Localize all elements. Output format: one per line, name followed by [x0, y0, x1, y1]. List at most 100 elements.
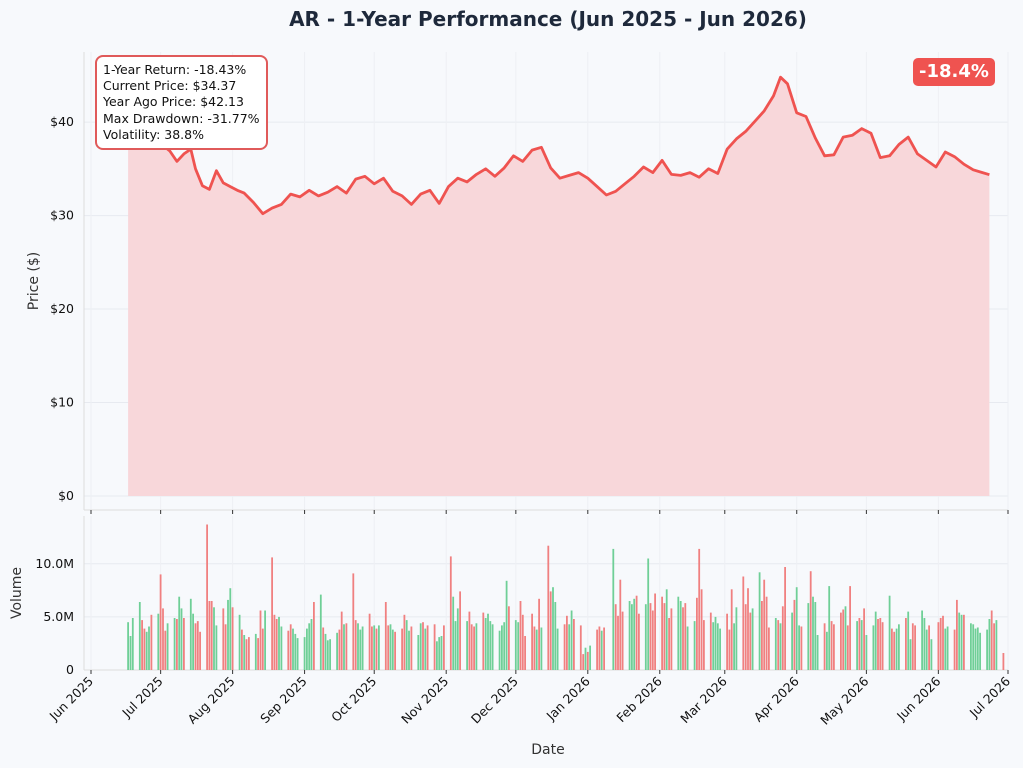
volume-bar: [895, 628, 898, 670]
volume-bar: [749, 612, 752, 670]
volume-bar: [422, 622, 424, 670]
volume-bar: [403, 614, 406, 670]
volume-bar: [141, 620, 143, 670]
volume-bar: [684, 603, 687, 670]
stat-max-drawdown: Max Drawdown: -31.77%: [103, 110, 260, 126]
volume-bar: [319, 594, 322, 670]
volume-bar: [475, 623, 478, 670]
x-tick-label: Feb 2026: [613, 673, 665, 725]
volume-bar: [287, 630, 290, 670]
x-tick-label: Aug 2025: [185, 674, 238, 727]
volume-bar: [521, 614, 524, 670]
volume-bar: [357, 623, 359, 670]
volume-bar: [540, 627, 543, 670]
volume-bar: [693, 621, 696, 670]
volume-bar: [631, 604, 633, 670]
volume-bar: [840, 612, 842, 670]
volume-bar: [131, 618, 134, 670]
volume-bar: [795, 587, 798, 670]
volume-bar: [324, 633, 327, 670]
volume-bar: [224, 624, 227, 670]
volume-bar: [533, 626, 536, 670]
volume-bar: [644, 604, 647, 670]
volume-bar: [944, 628, 947, 670]
volume-bar: [747, 588, 749, 670]
volume-bar: [210, 601, 213, 670]
volume-bar: [661, 596, 663, 670]
volume-bar: [872, 625, 875, 670]
volume-bar: [517, 622, 520, 670]
volume-bar: [514, 620, 517, 670]
volume-bar: [709, 612, 712, 670]
volume-bar: [538, 598, 540, 670]
volume-bar: [668, 618, 670, 670]
x-tick-label: Dec 2025: [468, 674, 521, 727]
volume-bar: [352, 573, 355, 670]
volume-bar: [378, 625, 380, 670]
volume-bar: [905, 618, 907, 670]
volume-bar: [308, 623, 311, 670]
volume-bar: [535, 629, 538, 670]
volume-y-tick-label: 0: [66, 662, 74, 677]
volume-bar: [196, 621, 199, 670]
return-badge: -18.4%: [913, 58, 995, 86]
price-y-tick-label: $10: [50, 395, 74, 410]
volume-bar: [449, 556, 452, 670]
volume-bar: [138, 602, 141, 670]
volume-bar: [596, 629, 598, 670]
volume-bar: [354, 620, 357, 670]
volume-bar: [375, 628, 378, 670]
volume-bar: [958, 612, 961, 670]
volume-bar: [389, 624, 392, 670]
price-y-axis-label: Price ($): [26, 252, 42, 310]
volume-bar: [877, 619, 879, 670]
volume-bar: [199, 631, 201, 670]
volume-bar: [222, 608, 225, 670]
volume-bar: [716, 623, 719, 670]
volume-bar: [993, 623, 995, 670]
volume-bar: [600, 630, 603, 670]
volume-bar: [310, 619, 313, 670]
volume-bar: [503, 622, 506, 670]
volume-bar: [150, 614, 153, 670]
volume-bar: [259, 610, 262, 670]
volume-bar: [807, 603, 810, 670]
volume-bar: [589, 645, 591, 670]
volume-bar: [735, 607, 738, 670]
price-area-fill: [128, 77, 990, 496]
volume-bar: [424, 628, 427, 670]
volume-bar: [677, 596, 680, 670]
volume-y-tick-label: 10.0M: [35, 556, 74, 571]
volume-y-tick-label: 5.0M: [43, 609, 74, 624]
volume-bar: [519, 601, 522, 670]
volume-y-ticks: 0 5.0M 10.0M: [35, 556, 74, 677]
volume-bar: [990, 610, 993, 670]
volume-bar: [893, 631, 896, 670]
volume-bar: [563, 624, 566, 670]
volume-bar: [856, 621, 858, 670]
volume-bar: [322, 627, 325, 670]
volume-bar: [292, 628, 294, 670]
x-tick-label: Mar 2026: [677, 673, 730, 726]
volume-bar: [974, 628, 977, 670]
volume-bar: [148, 626, 150, 670]
price-y-tick-label: $20: [50, 301, 74, 316]
volume-bar: [914, 625, 916, 670]
x-tick-label: Sep 2025: [257, 674, 310, 727]
volume-bar: [612, 548, 615, 670]
volume-bar: [387, 625, 390, 670]
volume-bar: [800, 626, 803, 670]
volume-bar: [619, 579, 622, 670]
volume-bar: [761, 601, 763, 670]
volume-bar: [881, 622, 884, 670]
volume-bar: [956, 599, 958, 670]
volume-bar: [833, 624, 835, 670]
volume-bar: [891, 628, 893, 670]
volume-bar: [491, 624, 494, 670]
price-y-tick-label: $0: [58, 488, 74, 503]
price-panel: $0 $10 $20 $30 $40 Price ($): [26, 52, 1009, 511]
volume-bar: [384, 602, 387, 670]
volume-bar: [939, 618, 942, 670]
volume-bar: [698, 548, 701, 670]
volume-bar: [758, 572, 761, 670]
